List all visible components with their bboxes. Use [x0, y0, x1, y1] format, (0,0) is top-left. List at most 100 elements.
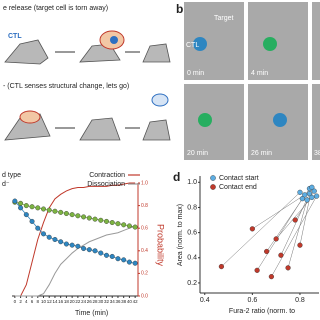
x-tick-label: 22 — [75, 299, 81, 304]
y2-tick-label: 0.0 — [141, 293, 148, 299]
point — [46, 234, 52, 240]
point — [273, 236, 279, 242]
x-tick-label: 36 — [115, 299, 121, 304]
x-tick-label: 4 — [25, 299, 28, 304]
point — [81, 246, 87, 252]
y-label: Area (norm. to max) — [177, 204, 184, 266]
point — [306, 191, 313, 197]
x-tick-label: 40 — [127, 299, 133, 304]
caption: - (CTL senses structural change, lets go… — [3, 83, 129, 90]
point — [311, 188, 317, 194]
point — [75, 213, 81, 219]
point — [264, 248, 270, 255]
time: 4 min — [251, 70, 268, 77]
x-tick-label: 0.4 — [200, 297, 210, 304]
point — [98, 250, 104, 256]
trajectory — [256, 198, 303, 271]
frame — [312, 84, 320, 160]
point — [304, 197, 310, 203]
x-tick-label: 0.8 — [295, 297, 305, 304]
x-label: Time (min) — [75, 310, 108, 317]
x-tick-label: 32 — [104, 299, 110, 304]
micrographs — [184, 2, 320, 160]
cell — [198, 113, 212, 127]
legend-label: Contraction — [89, 172, 125, 179]
x-tick-label: 14 — [52, 299, 58, 304]
x-tick-label: 34 — [110, 299, 116, 304]
cell — [273, 113, 287, 127]
y-tick-label: 1.0 — [187, 179, 197, 186]
point — [115, 256, 121, 262]
x-tick-label: 10 — [41, 299, 47, 304]
point — [132, 224, 138, 230]
legend-title: d type — [2, 172, 21, 179]
x-tick-label: 16 — [58, 299, 64, 304]
panel-label: b — [176, 2, 183, 16]
trajectory — [221, 192, 301, 267]
point — [109, 220, 115, 226]
point — [52, 208, 58, 214]
trajectory — [271, 196, 317, 277]
point — [35, 225, 41, 231]
x-tick-label: 20 — [70, 299, 76, 304]
cell — [142, 43, 171, 63]
x-tick-label: 42 — [133, 299, 139, 304]
trajectory — [252, 194, 305, 230]
cell — [193, 37, 207, 51]
x-tick-label: 30 — [98, 299, 104, 304]
point — [29, 218, 35, 224]
point — [314, 193, 320, 199]
point — [309, 184, 315, 190]
point — [218, 263, 225, 270]
x-tick-label: 0.6 — [247, 297, 257, 304]
cartoon-row-2 — [4, 93, 171, 141]
point — [92, 216, 98, 222]
series-line — [14, 182, 136, 297]
point — [121, 222, 127, 228]
label: CTL — [186, 42, 199, 49]
legend-swatch — [210, 175, 216, 181]
point — [103, 218, 109, 224]
point — [109, 253, 115, 259]
y-tick-label: 0.4 — [187, 255, 197, 262]
point — [268, 274, 275, 280]
cell — [142, 119, 171, 141]
y2-label: Probability — [156, 224, 166, 267]
x-tick-label: 12 — [47, 299, 53, 304]
point — [23, 212, 29, 218]
time: 20 min — [187, 150, 208, 157]
point — [309, 194, 315, 200]
legend-label: Contact start — [219, 175, 259, 182]
label: Target — [214, 15, 234, 22]
point — [297, 189, 303, 195]
y-tick-label: 0.6 — [187, 229, 197, 236]
series-line — [14, 225, 136, 297]
trajectory — [280, 193, 310, 256]
x-label: Fura-2 ratio (norm. to — [229, 308, 295, 315]
legend-label: Dissociation — [87, 181, 125, 188]
point — [302, 192, 308, 198]
frame — [248, 2, 308, 80]
y2-tick-label: 1.0 — [141, 180, 148, 186]
x-tick-label: 26 — [87, 299, 93, 304]
point — [249, 226, 255, 232]
point — [29, 204, 35, 210]
y-tick-label: 0.8 — [187, 204, 197, 211]
point — [92, 248, 98, 254]
y2-tick-label: 0.8 — [141, 203, 148, 209]
legend-swatch — [210, 184, 216, 190]
point — [126, 259, 132, 265]
point — [254, 267, 260, 273]
point — [75, 243, 81, 249]
panel-label: d — [173, 170, 180, 184]
point — [81, 214, 87, 220]
point — [18, 205, 24, 211]
point — [98, 217, 104, 223]
point — [41, 206, 47, 212]
point — [297, 242, 303, 248]
x-tick-label: 38 — [121, 299, 127, 304]
point — [126, 223, 132, 229]
x-tick-label: 18 — [64, 299, 70, 304]
point — [35, 205, 41, 211]
